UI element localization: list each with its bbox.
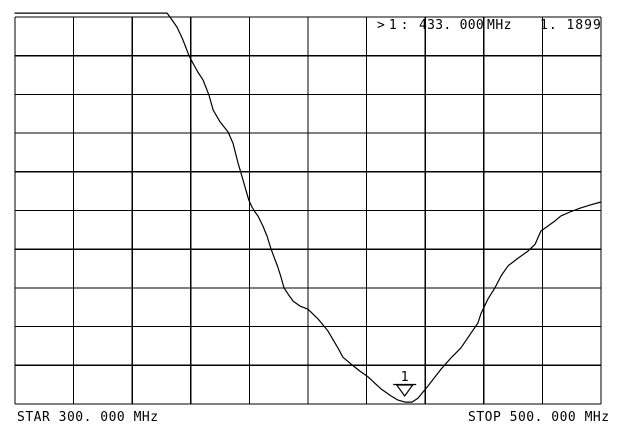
marker-readout-label: >1: xyxy=(377,18,413,33)
start-frequency-label: STAR 300. 000 MHz xyxy=(17,410,159,425)
marker-symbol: 1 xyxy=(393,370,417,398)
marker-measured-value: 1. 1899 xyxy=(540,18,602,33)
marker-frequency-value: 433. 000 xyxy=(419,18,485,33)
marker-frequency-unit: MHz xyxy=(487,18,512,33)
stop-frequency-label: STOP 500. 000 MHz xyxy=(468,410,610,425)
graticule-grid xyxy=(14,16,602,405)
marker-number-label: 1 xyxy=(401,370,409,385)
trace-curve xyxy=(14,12,602,403)
